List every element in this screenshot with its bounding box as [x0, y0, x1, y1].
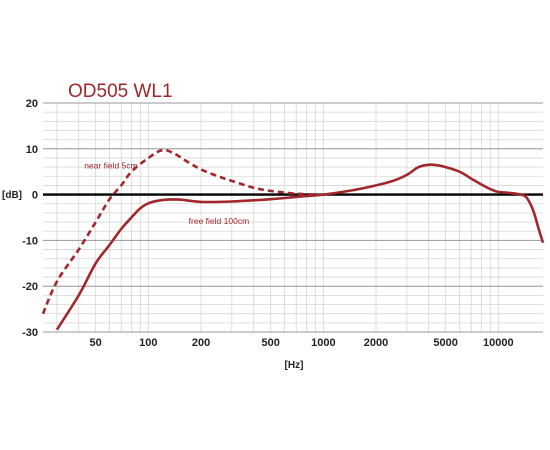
x-tick-label: 200: [192, 337, 210, 349]
y-tick-label: 10: [26, 144, 38, 156]
near-field-label: near field 5cm: [84, 161, 137, 171]
curves: [41, 148, 545, 331]
y-tick-label: -30: [22, 327, 38, 339]
grid: [43, 102, 543, 333]
chart-title: OD505 WL1: [68, 81, 173, 102]
x-tick-label: 500: [261, 337, 279, 349]
y-tick-label: -10: [22, 235, 38, 247]
y-tick-label: -20: [22, 281, 38, 293]
x-axis-label: [Hz]: [285, 360, 304, 371]
y-tick-label: 0: [32, 190, 38, 202]
x-tick-label: 2000: [364, 337, 388, 349]
free-field-curve: [55, 163, 545, 331]
y-axis-label: [dB]: [2, 190, 22, 201]
x-tick-label: 1000: [311, 337, 335, 349]
x-tick-label: 10000: [483, 337, 514, 349]
x-tick-label: 100: [139, 337, 157, 349]
free-field-label: free field 100cm: [189, 216, 249, 226]
x-tick-label: 5000: [433, 337, 457, 349]
near-field-curve: [41, 148, 316, 315]
x-tick-label: 50: [90, 337, 102, 349]
y-tick-label: 20: [26, 98, 38, 110]
